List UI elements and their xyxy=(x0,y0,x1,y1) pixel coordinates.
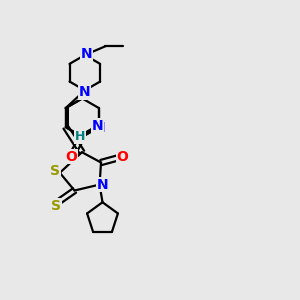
Text: N: N xyxy=(80,47,92,61)
Text: O: O xyxy=(66,150,78,164)
Text: O: O xyxy=(117,150,128,164)
Text: H: H xyxy=(75,130,86,143)
Text: N: N xyxy=(94,121,105,135)
Text: N: N xyxy=(78,85,90,99)
Text: N: N xyxy=(97,178,108,192)
Text: S: S xyxy=(50,164,60,178)
Text: S: S xyxy=(51,199,61,213)
Text: N: N xyxy=(92,119,104,133)
